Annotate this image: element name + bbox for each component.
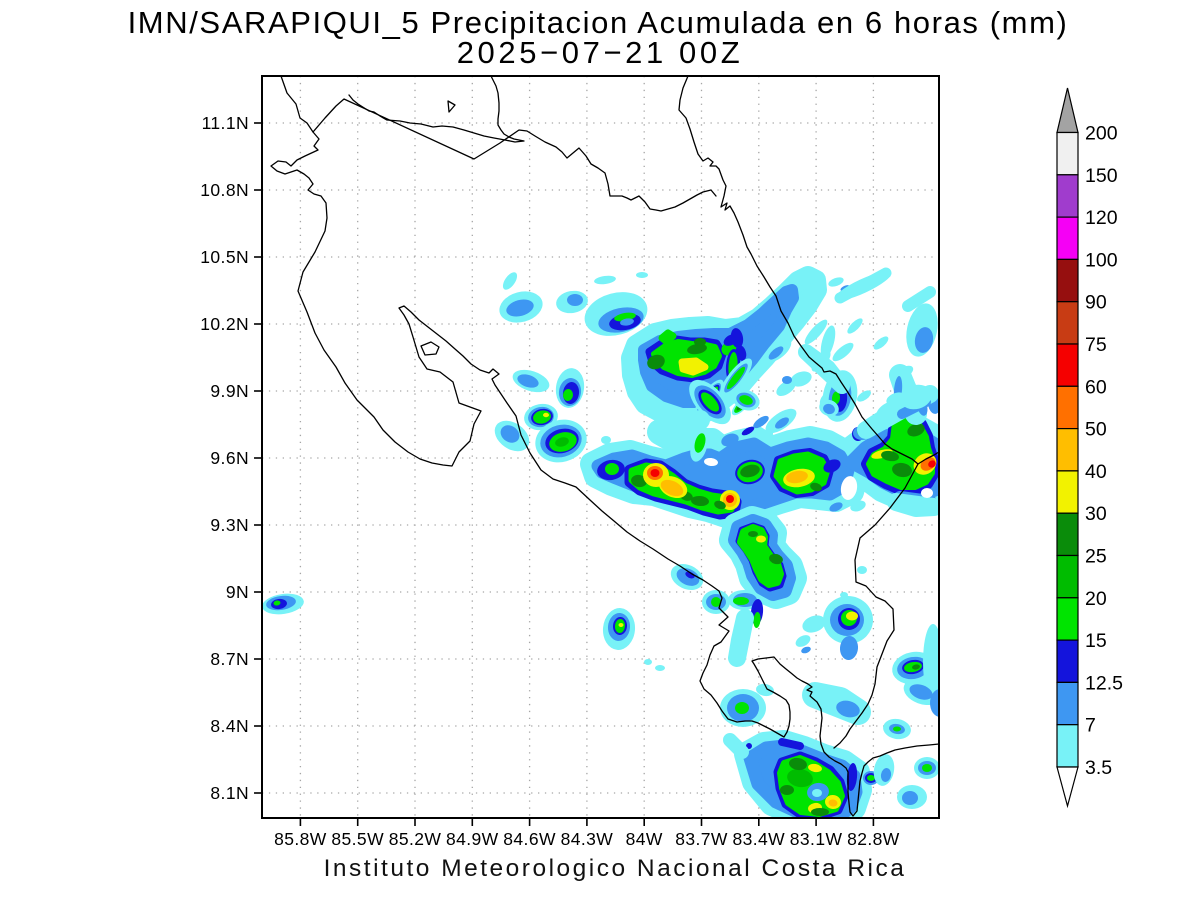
svg-text:84.6W: 84.6W xyxy=(503,829,556,849)
svg-text:10.5N: 10.5N xyxy=(200,247,249,267)
svg-text:85.5W: 85.5W xyxy=(331,829,384,849)
svg-text:50: 50 xyxy=(1085,419,1107,441)
svg-text:40: 40 xyxy=(1085,461,1107,483)
svg-text:60: 60 xyxy=(1085,376,1107,398)
svg-text:IMN/SARAPIQUI_5 Precipitacion: IMN/SARAPIQUI_5 Precipitacion Acumulada … xyxy=(128,5,1069,40)
svg-text:9.6N: 9.6N xyxy=(210,448,249,468)
svg-text:12.5: 12.5 xyxy=(1085,672,1123,694)
svg-text:8.7N: 8.7N xyxy=(210,649,249,669)
svg-text:10.2N: 10.2N xyxy=(200,314,249,334)
svg-text:83.1W: 83.1W xyxy=(790,829,843,849)
svg-text:150: 150 xyxy=(1085,165,1118,187)
svg-text:100: 100 xyxy=(1085,249,1118,271)
svg-text:75: 75 xyxy=(1085,334,1107,356)
svg-text:9.9N: 9.9N xyxy=(210,381,249,401)
svg-text:11.1N: 11.1N xyxy=(202,113,249,133)
svg-text:84.9W: 84.9W xyxy=(446,829,499,849)
svg-text:82.8W: 82.8W xyxy=(847,829,900,849)
svg-text:200: 200 xyxy=(1085,123,1118,145)
svg-text:9.3N: 9.3N xyxy=(210,515,249,535)
svg-text:25: 25 xyxy=(1085,546,1107,568)
svg-text:3.5: 3.5 xyxy=(1085,757,1112,779)
svg-text:20: 20 xyxy=(1085,588,1107,610)
svg-text:7: 7 xyxy=(1085,715,1096,737)
svg-text:85.2W: 85.2W xyxy=(389,829,442,849)
svg-text:2025−07−21 00Z: 2025−07−21 00Z xyxy=(457,35,744,70)
svg-text:85.8W: 85.8W xyxy=(274,829,327,849)
svg-text:84.3W: 84.3W xyxy=(561,829,614,849)
svg-text:83.7W: 83.7W xyxy=(675,829,728,849)
svg-text:8.4N: 8.4N xyxy=(210,716,249,736)
svg-text:Instituto Meteorologico Nacion: Instituto Meteorologico Nacional Costa R… xyxy=(324,855,907,882)
svg-text:9N: 9N xyxy=(226,582,249,602)
svg-text:10.8N: 10.8N xyxy=(200,180,249,200)
svg-text:8.1N: 8.1N xyxy=(210,783,249,803)
svg-text:120: 120 xyxy=(1085,207,1118,229)
svg-text:15: 15 xyxy=(1085,630,1107,652)
svg-text:84W: 84W xyxy=(626,829,663,849)
svg-text:83.4W: 83.4W xyxy=(733,829,786,849)
svg-text:90: 90 xyxy=(1085,292,1107,314)
svg-text:30: 30 xyxy=(1085,503,1107,525)
